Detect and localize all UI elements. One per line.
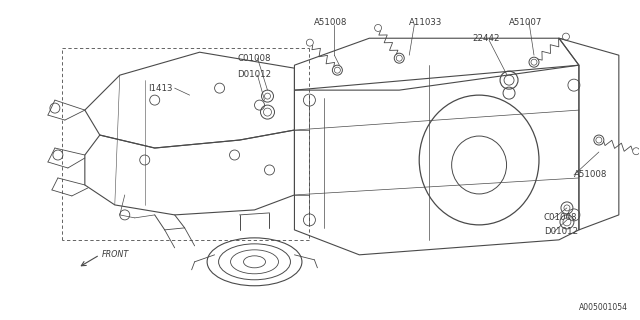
Text: D01012: D01012 [544,228,578,236]
Text: D01012: D01012 [237,70,271,79]
Text: C01008: C01008 [544,213,577,222]
Text: 22442: 22442 [472,34,500,43]
Text: A005001054: A005001054 [579,303,628,312]
Text: C01008: C01008 [237,54,271,63]
Text: FRONT: FRONT [102,250,129,259]
Text: A11033: A11033 [409,18,443,27]
Text: A51008: A51008 [314,18,348,27]
Text: A51007: A51007 [509,18,543,27]
Text: I1413: I1413 [148,84,172,92]
Text: A51008: A51008 [574,171,607,180]
